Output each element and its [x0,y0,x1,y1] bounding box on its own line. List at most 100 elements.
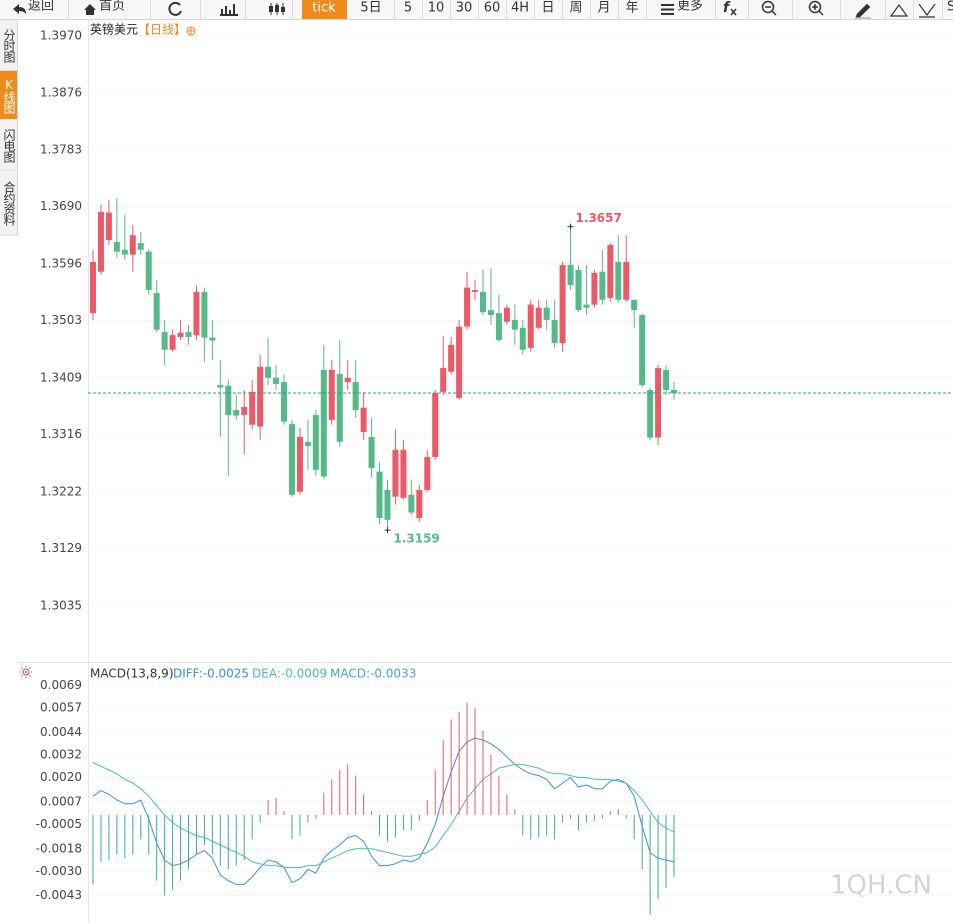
indicator-settings-icon[interactable] [20,666,32,678]
candle-body [344,377,351,383]
candle-body [241,407,248,415]
candle-body [97,212,104,272]
sidebar-tab[interactable]: 合约资料 [0,171,18,236]
home-button[interactable]: 首页 [99,0,125,14]
y-tick-label: 0.0032 [40,748,82,762]
candle-body [129,235,136,255]
candle-body [663,369,670,390]
candle-body [217,385,224,388]
formula-icon-x [730,8,737,16]
period-button[interactable]: 周 [569,1,582,16]
candle-body [671,389,677,394]
candle-body [376,471,383,518]
candle-body [551,319,558,344]
zoom-in-mark [812,4,824,16]
y-tick-label: 0.0057 [40,701,82,715]
candle-body [105,212,112,241]
home-icon[interactable] [84,4,96,15]
refresh-icon[interactable] [168,1,182,16]
sidebar-tab[interactable]: 分时图 [0,20,18,71]
candle-body [304,441,311,447]
candle-body [145,251,152,291]
formula-icon[interactable]: f [723,0,731,16]
candle-body [137,243,144,250]
period-button[interactable]: tick [312,1,336,16]
y-tick-label: 1.3222 [40,484,82,498]
indicator-line [92,762,675,868]
candle-body [631,299,638,311]
period-button[interactable]: 5 [404,1,412,16]
candle-body [169,335,176,350]
y-tick-label: -0.0043 [36,888,82,902]
more-icon[interactable] [661,4,674,15]
candle-body [90,261,96,314]
candle-body [448,344,455,372]
down-icon[interactable] [918,3,936,18]
y-tick-label: 1.3129 [40,541,82,555]
candle-body [655,368,662,438]
toolbar-cut-item[interactable]: S [947,0,953,15]
candle-body [265,366,272,378]
zoom-out-mark [765,6,777,16]
candle-body [225,385,232,415]
candle-body [591,272,598,305]
y-tick-label: 0.0020 [40,770,82,784]
period-button[interactable]: 10 [428,1,445,16]
add-icon[interactable] [186,26,196,36]
period-button[interactable]: 5日 [360,1,381,16]
candle-body [312,414,319,470]
sidebar-tab-active[interactable]: K线图 [0,71,18,120]
candle-body [320,369,327,477]
period-button[interactable]: 月 [597,1,610,16]
period-button[interactable]: 60 [484,1,501,16]
candle-body [647,389,654,438]
y-tick-label: 1.3876 [40,86,82,100]
legend-macd: MACD:-0.0033 [330,667,416,681]
candle-body [121,249,128,255]
candle-body [336,374,343,442]
candle-body [249,391,256,425]
indicator-line [92,737,675,885]
candle-body [432,393,439,458]
period-button[interactable]: 年 [625,1,638,16]
y-tick-label: 1.3596 [40,256,82,270]
draw-icon[interactable] [855,3,871,19]
y-tick-label: 1.3035 [40,598,82,612]
legend-diff: DIFF:-0.0025 [173,667,249,681]
period-button[interactable]: 日 [541,1,554,16]
back-button[interactable]: 返回 [28,0,54,14]
candle-body [328,369,335,420]
y-tick-label: 1.3690 [40,199,82,213]
period-button[interactable]: 4H [511,1,529,16]
back-icon[interactable] [13,4,26,14]
candle-body [424,457,431,490]
chart-type-icon[interactable] [220,4,238,16]
chart-subtitle: 【日线】 [138,23,186,37]
low-label: 1.3159 [393,532,439,546]
candle-body [177,332,184,337]
indicator-title: MACD(13,8,9) [90,667,174,681]
legend-dea: DEA:-0.0009 [252,667,327,681]
period-button[interactable]: 30 [456,1,473,16]
y-tick-label: -0.0018 [36,841,82,855]
candle-body [456,326,463,398]
sidebar-tab[interactable]: 闪电图 [0,120,18,171]
candle-body [543,307,550,320]
candle-body [209,337,216,341]
candle-body [615,261,622,300]
up-icon[interactable] [889,3,909,17]
zoom-in-icon[interactable] [808,0,822,14]
candle-body [273,377,280,384]
candle-body [599,271,606,300]
chart-title: 英镑美元 [90,22,138,37]
candle-body [479,291,486,312]
more-button[interactable]: 更多 [677,0,703,14]
candle-icon-bodies [269,5,285,12]
zoom-out-icon[interactable] [761,0,775,14]
candle-body [511,319,518,330]
candle-body [607,244,614,298]
candle-body [360,407,367,433]
candle-body [185,332,192,337]
